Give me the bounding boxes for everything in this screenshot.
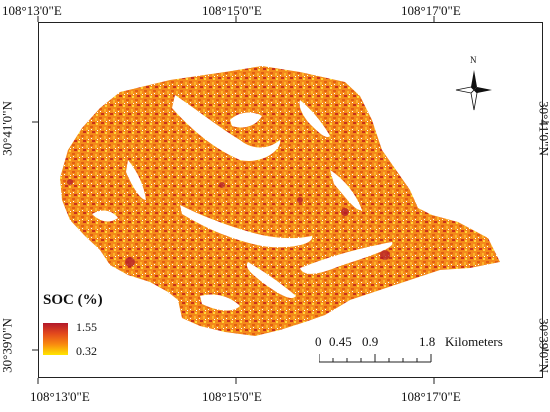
top-lon-label-2: 108°15'0"E [202,3,262,18]
soc-region-islet-1 [240,72,265,92]
scale-label-0: 0 [315,334,322,349]
bottom-lon-label-2: 108°15'0"E [202,389,262,404]
soc-region-main [60,66,500,336]
legend-min-label: 0.32 [76,344,97,358]
bottom-lon-label-3: 108°17'0"E [401,389,461,404]
north-label: N [470,55,477,65]
bottom-lon-label-1: 108°13'0"E [30,389,90,404]
legend-color-ramp [43,323,68,355]
map-frame [38,22,543,378]
scale-unit: Kilometers [445,334,503,349]
scale-label-09: 0.9 [362,334,379,349]
scale-label-18: 1.8 [419,334,436,349]
top-lon-label-1: 108°13'0"E [2,3,62,18]
legend-title: SOC (%) [43,292,103,308]
top-lon-label-3: 108°17'0"E [401,3,461,18]
north-arrow-icon [455,70,492,111]
scale-label-045: 0.45 [329,334,352,349]
scale-bar [319,354,432,363]
soc-region-islet-2 [405,240,430,256]
legend-max-label: 1.55 [76,320,97,334]
